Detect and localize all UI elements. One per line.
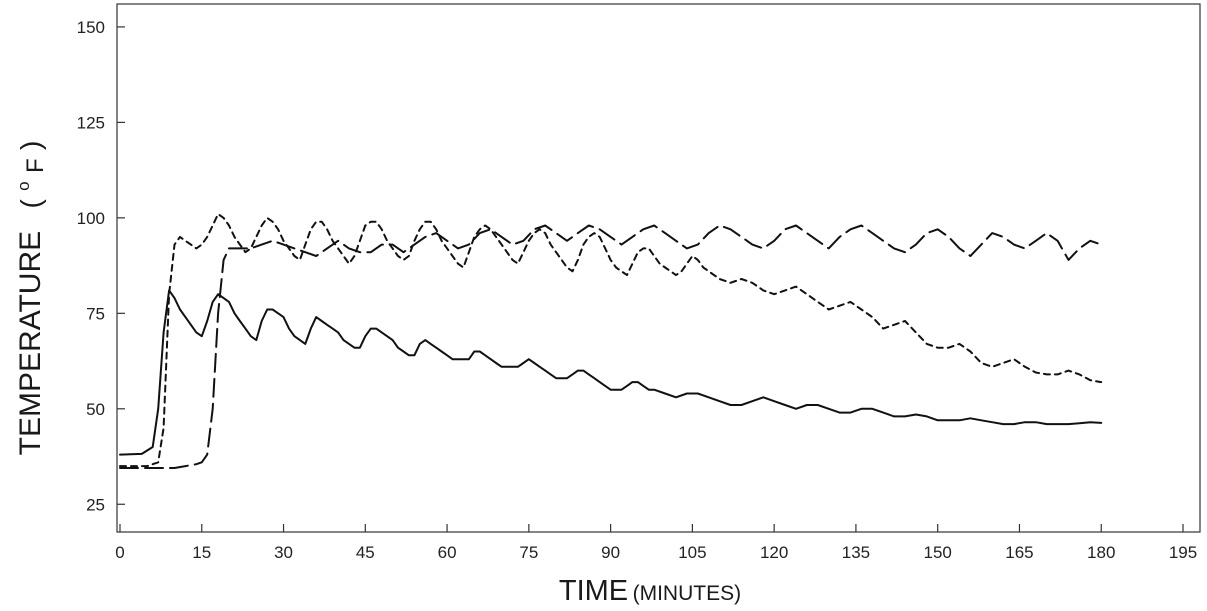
x-tick-label: 120 <box>760 543 788 562</box>
y-tick-label: 150 <box>77 18 105 37</box>
y-axis-title-main: TEMPERATURE <box>14 231 47 455</box>
x-tick-label: 90 <box>601 543 620 562</box>
y-axis: 25 50 75 100 125 150 <box>77 18 125 514</box>
x-tick-label: 0 <box>115 543 124 562</box>
y-axis-title: TEMPERATURE ( o F ) <box>3 141 50 456</box>
y-tick-label: 25 <box>86 495 105 514</box>
x-tick-label: 135 <box>842 543 870 562</box>
x-axis-title-main: TIME <box>559 575 628 607</box>
y-axis-title-unit-open: ( <box>15 199 46 209</box>
x-tick-label: 60 <box>438 543 457 562</box>
y-tick-label: 75 <box>86 304 105 323</box>
x-tick-label: 150 <box>924 543 952 562</box>
series-line-solid <box>119 289 1103 456</box>
x-tick-label: 30 <box>274 543 293 562</box>
x-tick-label: 165 <box>1005 543 1033 562</box>
x-tick-label: 75 <box>519 543 538 562</box>
x-tick-label: 180 <box>1087 543 1115 562</box>
x-axis-title: TIME (MINUTES) <box>559 575 741 607</box>
y-axis-title-unit-letter: F <box>22 158 49 173</box>
y-tick-label: 100 <box>77 209 105 228</box>
x-tick-label: 105 <box>678 543 706 562</box>
x-axis-title-unit: (MINUTES) <box>633 582 742 605</box>
y-axis-title-unit-close: ) <box>15 141 46 150</box>
x-axis: 0 15 30 45 60 75 90 105 120 135 150 165 180 195 <box>115 524 1197 562</box>
y-axis-title-unit-degree: o <box>14 181 33 190</box>
series-line-long-dash <box>119 224 1103 469</box>
x-tick-label: 195 <box>1169 543 1197 562</box>
series-line-short-dash <box>119 213 1103 468</box>
series-layer <box>119 213 1103 469</box>
plot-frame <box>116 3 1201 533</box>
x-tick-label: 15 <box>192 543 211 562</box>
y-tick-label: 125 <box>77 113 105 132</box>
x-tick-label: 45 <box>356 543 375 562</box>
y-tick-label: 50 <box>86 400 105 419</box>
